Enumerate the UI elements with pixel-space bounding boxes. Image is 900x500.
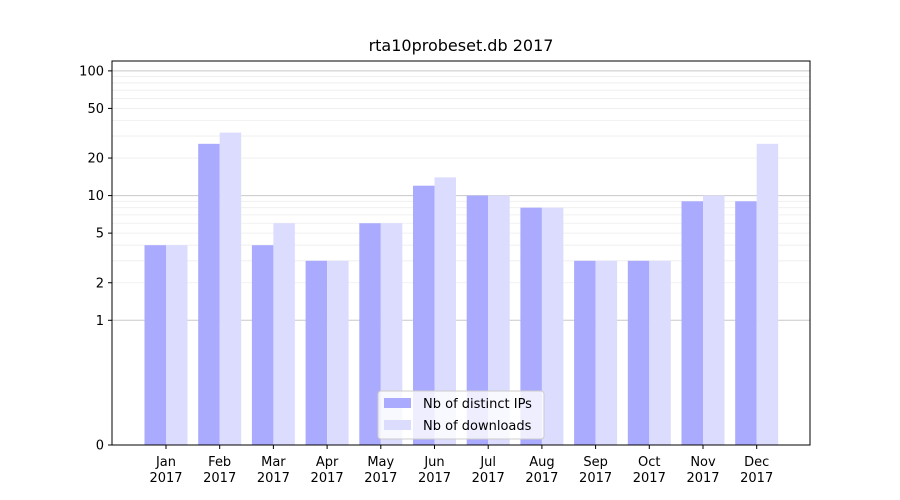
x-tick-label: May 2017 (364, 455, 397, 486)
x-tick-label: Nov 2017 (686, 455, 719, 486)
bar-downloads (219, 132, 242, 446)
y-tick-label: 1 (96, 314, 104, 329)
bar-downloads (703, 195, 725, 445)
x-tick-label: Apr 2017 (311, 455, 344, 486)
legend: Nb of distinct IPs Nb of downloads (377, 390, 545, 440)
x-tick-label: Jan 2017 (149, 455, 182, 486)
legend-box (377, 390, 545, 440)
y-tick-label: 10 (87, 189, 104, 204)
y-tick-label: 5 (96, 227, 104, 242)
x-tick-label: Feb 2017 (203, 455, 236, 486)
y-axis: 0 1 2 5 10 20 50 100 (79, 64, 112, 454)
legend-label-downloads: Nb of downloads (423, 419, 532, 434)
bar-distinct-ips (520, 207, 542, 445)
bar-distinct-ips (144, 245, 166, 445)
legend-label-distinct-ips: Nb of distinct IPs (423, 397, 532, 412)
bar-distinct-ips (359, 223, 381, 445)
x-tick-label: Aug 2017 (525, 455, 558, 486)
y-tick-label: 20 (87, 152, 104, 167)
bar-distinct-ips (305, 260, 328, 445)
y-tick-label: 100 (79, 64, 104, 79)
bar-downloads (273, 223, 295, 445)
bar-distinct-ips (251, 245, 274, 445)
x-tick-label: Mar 2017 (257, 455, 290, 486)
x-tick-label: Jul 2017 (472, 455, 505, 486)
x-tick-label: Jun 2017 (418, 455, 451, 486)
y-tick-label: 50 (87, 102, 104, 117)
bar-downloads (595, 260, 618, 445)
bar-distinct-ips (735, 201, 757, 445)
bar-distinct-ips (627, 260, 650, 445)
bar-distinct-ips (681, 201, 703, 445)
chart-title: rta10probeset.db 2017 (369, 36, 554, 55)
bars (144, 132, 779, 446)
bar-downloads (327, 260, 349, 445)
bar-downloads (434, 177, 456, 445)
legend-swatch-distinct-ips (384, 398, 411, 408)
bar-downloads (488, 195, 510, 445)
x-tick-label: Dec 2017 (740, 455, 773, 486)
bar-downloads (541, 207, 564, 445)
plot-frame (111, 60, 811, 446)
x-axis: Jan 2017 Feb 2017 Mar 2017 Apr 2017 May 2017 Jun 20… (149, 445, 773, 486)
bar-distinct-ips (574, 260, 596, 445)
bar-downloads (166, 245, 188, 445)
bar-downloads (380, 223, 403, 445)
x-tick-label: Oct 2017 (633, 455, 666, 486)
bar-distinct-ips (198, 143, 220, 446)
bar-downloads (756, 143, 779, 446)
x-tick-label: Sep 2017 (579, 455, 612, 486)
bar-downloads (649, 260, 671, 445)
y-tick-label: 2 (96, 276, 104, 291)
bar-distinct-ips (466, 195, 489, 445)
legend-swatch-downloads (384, 420, 411, 430)
y-tick-label: 0 (96, 439, 104, 454)
bar-distinct-ips (413, 185, 435, 445)
